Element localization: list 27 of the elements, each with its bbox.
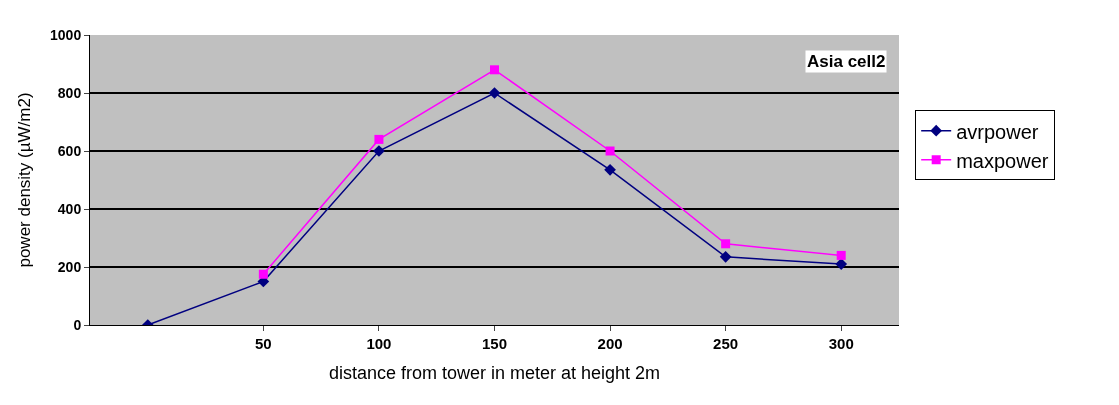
x-tick-label: 50 [255,335,272,352]
point [835,258,848,270]
y-tick-label: 200 [57,258,82,275]
point [258,269,268,279]
y-tick-label: 800 [57,84,82,101]
legend-label: maxpower [956,149,1049,172]
point [488,87,501,99]
legend-label: avrpower [956,120,1039,143]
x-tick-label: 100 [366,335,392,352]
y-tick-label: 400 [57,200,82,217]
point [721,239,731,249]
point [374,134,384,144]
point [605,146,615,156]
annotation: Asia cell2 [807,52,886,71]
point [719,251,732,263]
y-axis-title: power density (µW/m2) [14,92,34,268]
x-axis-title: distance from tower in meter at height 2m [328,363,661,384]
x-tick-label: 200 [597,335,623,352]
x-tick-label: 300 [828,335,854,352]
point [604,164,616,176]
x-tick-label: 250 [713,335,739,352]
y-tick-label: 1000 [50,26,82,43]
y-tick-label: 0 [73,316,82,333]
point [490,65,499,75]
y-tick-label: 600 [57,142,82,159]
point [836,250,846,260]
x-tick-label: 150 [481,335,508,352]
